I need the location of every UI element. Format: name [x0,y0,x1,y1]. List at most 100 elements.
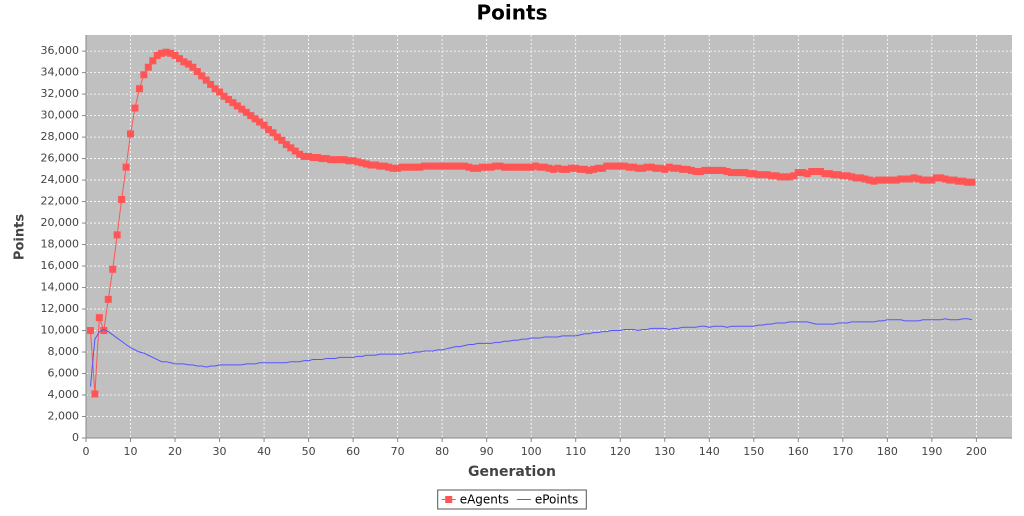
data-point [309,154,317,162]
data-point [719,166,727,174]
data-point [745,170,753,178]
data-point [817,167,825,175]
data-point [768,172,776,180]
data-point [741,169,749,177]
data-point [839,172,847,180]
data-point [647,163,655,171]
data-point [305,152,313,160]
data-point [919,176,927,184]
y-tick-label: 18,000 [41,238,80,251]
data-point [736,169,744,177]
data-point [656,164,664,172]
data-point [376,162,384,170]
y-tick-label: 16,000 [41,259,80,272]
data-point [861,175,869,183]
data-point [946,176,954,184]
data-point [331,156,339,164]
data-point [514,163,522,171]
data-point [398,163,406,171]
data-point [825,170,833,178]
data-point [701,166,709,174]
data-point [883,176,891,184]
data-point [518,163,526,171]
data-point [696,167,704,175]
data-point [358,159,366,167]
data-point [777,173,784,181]
data-point [420,162,428,170]
data-point [941,175,949,183]
data-point [127,130,135,138]
data-point [906,175,914,183]
legend-box [437,489,587,510]
data-point [282,141,290,149]
data-point [273,133,281,141]
y-tick-label: 28,000 [41,130,80,143]
data-point [576,165,584,173]
data-point [291,147,299,155]
legend-marker [445,496,453,503]
data-point [389,164,397,172]
data-point [821,170,829,178]
data-point [901,175,909,183]
data-point [714,166,722,174]
data-point [184,60,192,68]
data-point [100,327,108,335]
data-point [403,163,411,171]
data-point [928,176,936,184]
x-tick-label: 0 [83,445,90,458]
data-point [723,167,731,175]
data-point [256,118,264,126]
data-point [643,163,651,171]
data-point [750,170,758,178]
data-point [122,163,130,171]
y-tick-label: 32,000 [41,87,80,100]
data-point [198,72,206,80]
y-tick-label: 10,000 [41,324,80,337]
y-tick-label: 34,000 [41,66,80,79]
x-tick-label: 120 [610,445,631,458]
x-tick-label: 160 [788,445,809,458]
data-point [131,104,139,112]
chart-title: Points [477,1,548,25]
data-point [638,164,646,172]
data-point [118,195,126,203]
data-point [340,156,348,164]
data-point [852,174,860,182]
data-point [425,162,433,170]
plot-area [86,35,1012,438]
data-point [345,157,353,165]
data-point [558,165,566,173]
data-point [336,156,344,164]
data-point [135,85,143,93]
x-tick-label: 100 [521,445,542,458]
data-point [808,167,816,175]
data-point [937,174,945,182]
data-point [892,176,900,184]
data-point [590,165,598,173]
data-point [474,164,482,172]
data-point [505,163,513,171]
y-tick-label: 20,000 [41,216,80,229]
data-point [492,162,500,170]
data-point [728,169,736,177]
data-point [665,163,673,171]
data-point [772,172,780,180]
x-tick-label: 10 [124,445,138,458]
data-point [830,171,838,179]
data-point [910,174,918,182]
x-tick-label: 110 [565,445,586,458]
data-point [857,174,865,182]
data-point [167,49,175,57]
data-point [616,162,624,170]
y-tick-label: 24,000 [41,173,80,186]
data-point [549,165,557,173]
data-point [790,172,798,180]
data-point [496,162,504,170]
data-point [509,163,517,171]
x-axis-label: Generation [468,464,556,480]
data-point [785,173,793,181]
data-point [603,162,611,170]
data-point [385,163,393,171]
data-point [371,161,379,169]
data-point [478,163,486,171]
